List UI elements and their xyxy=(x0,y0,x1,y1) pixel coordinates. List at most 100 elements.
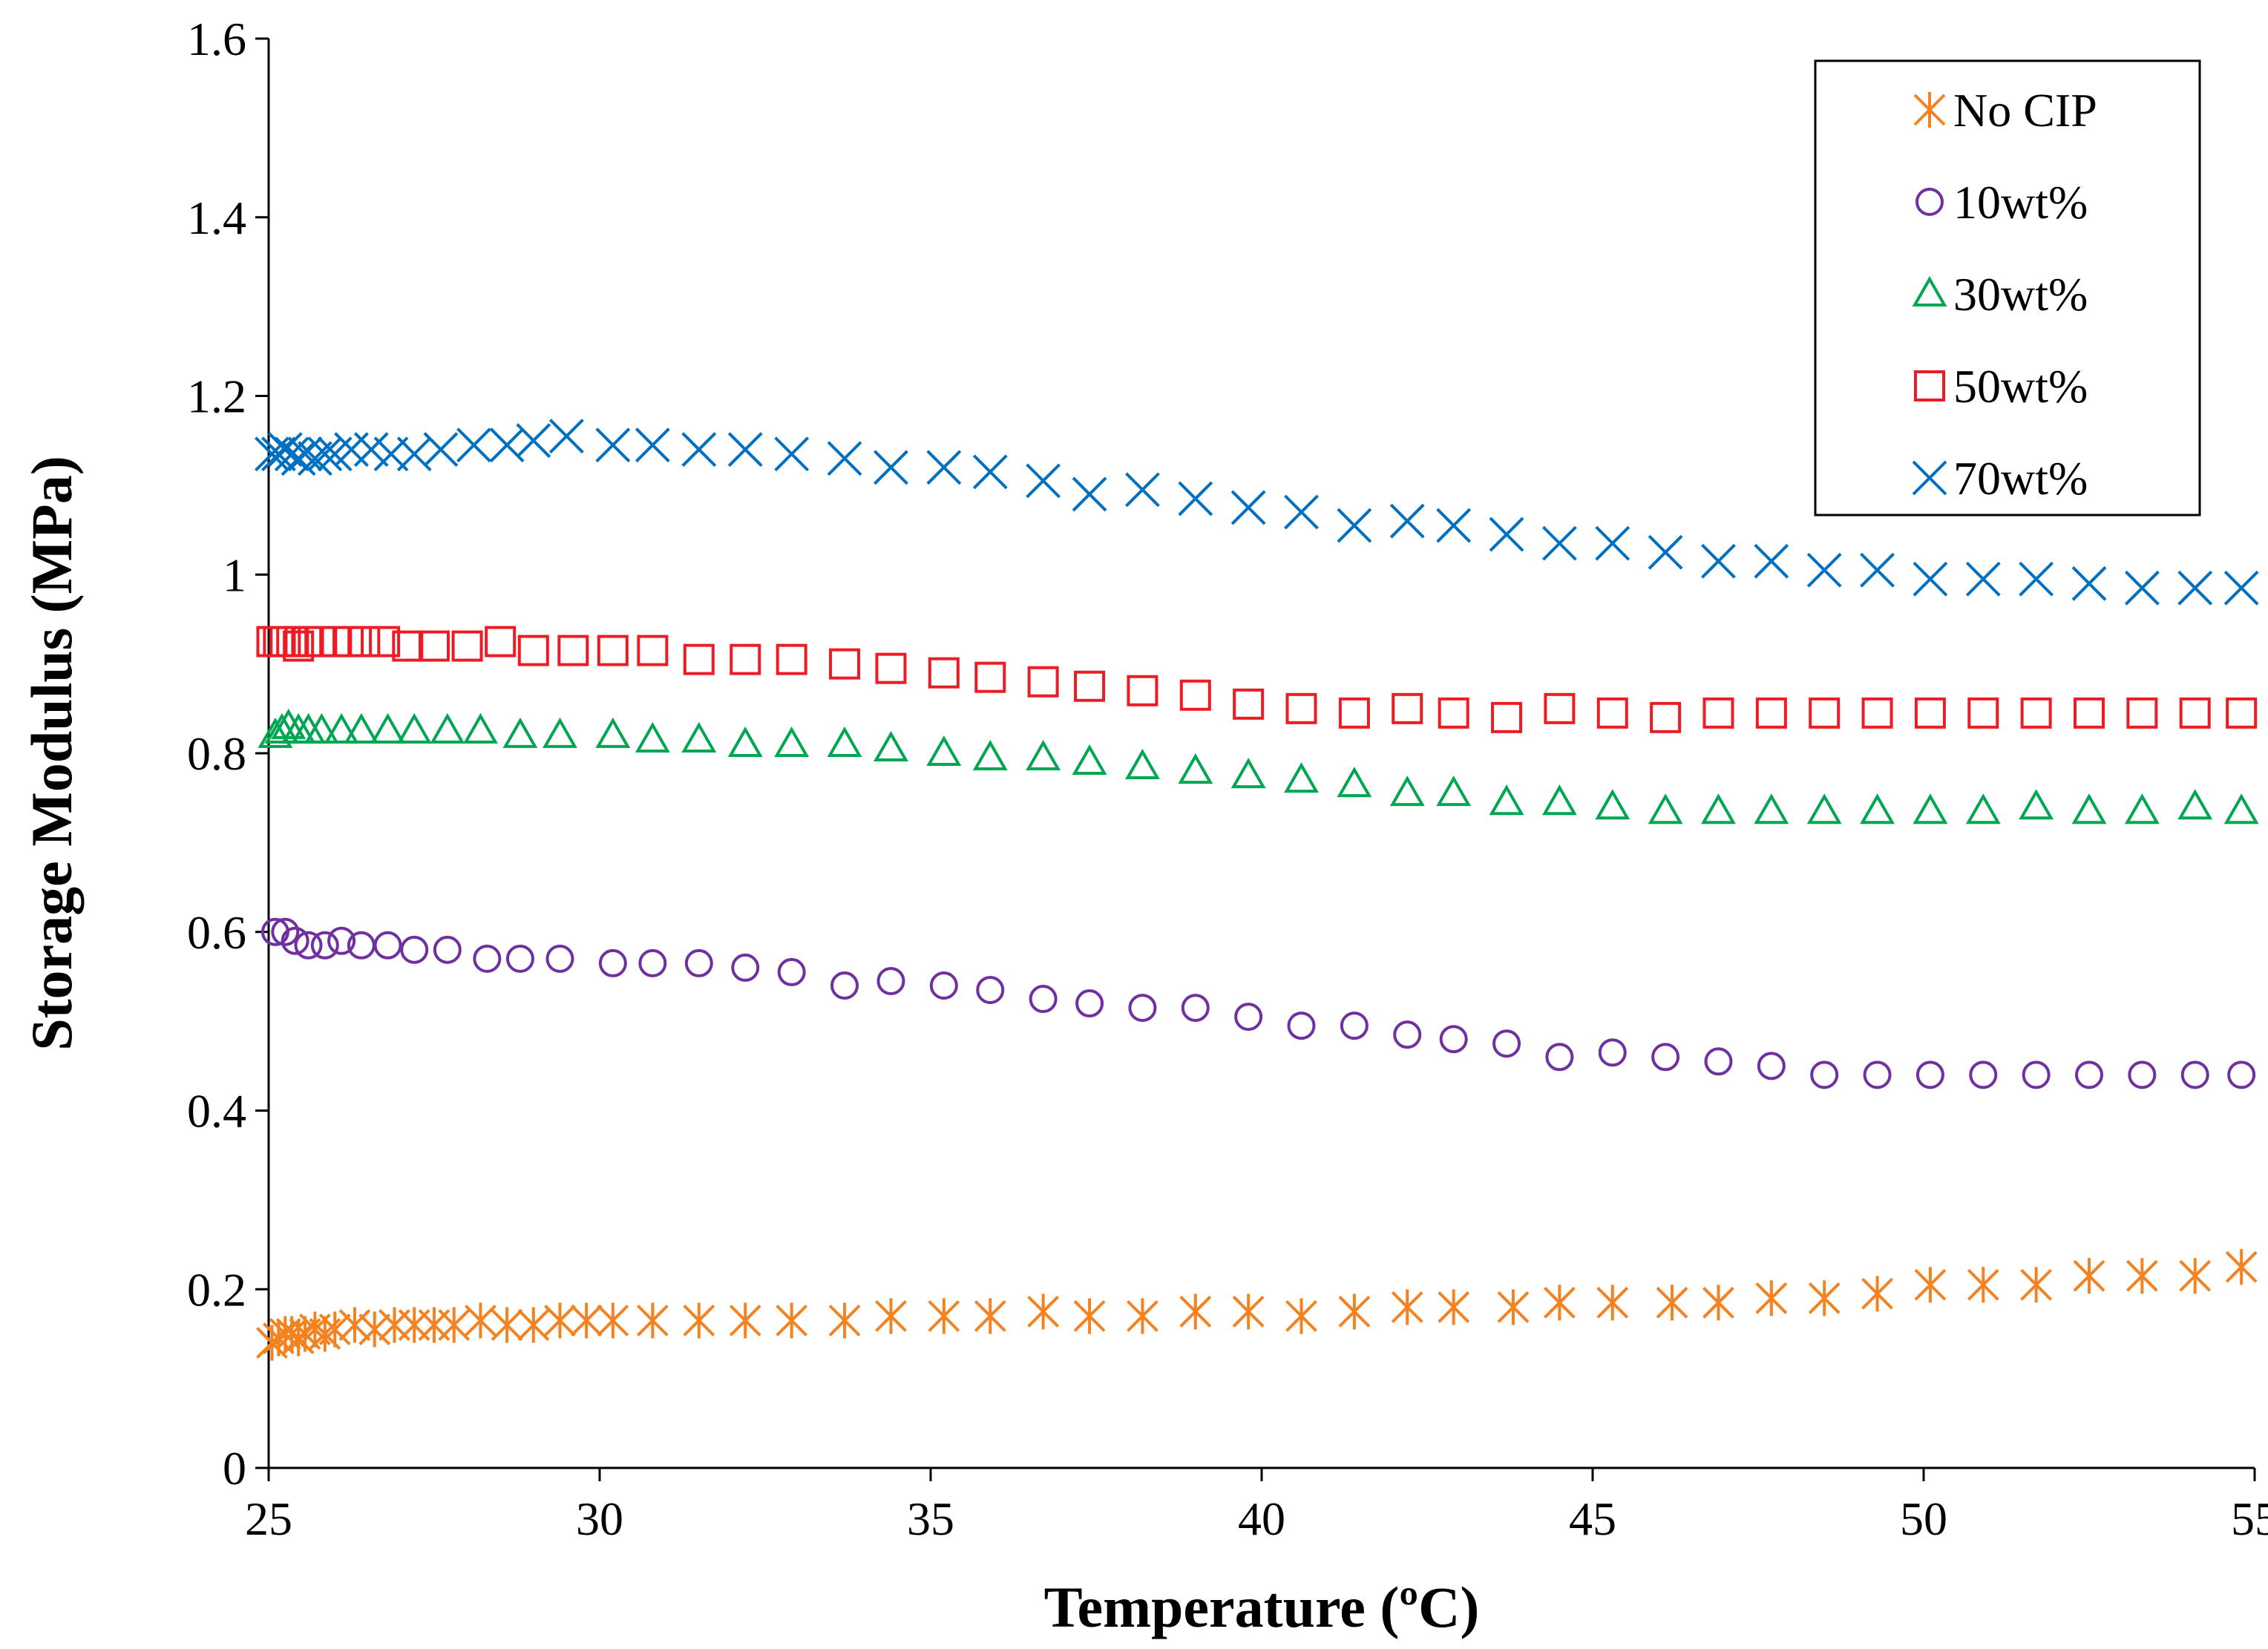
data-point xyxy=(635,427,670,463)
series-10wt xyxy=(260,917,2256,1089)
data-point xyxy=(2226,697,2258,729)
data-point xyxy=(2019,789,2054,820)
data-point xyxy=(344,712,379,744)
data-point xyxy=(2124,793,2160,824)
data-point xyxy=(353,432,389,468)
data-point xyxy=(433,935,462,964)
data-point xyxy=(774,436,810,472)
data-point xyxy=(544,1302,576,1339)
data-point xyxy=(274,436,309,472)
data-point xyxy=(595,427,631,463)
data-point xyxy=(2177,789,2213,820)
data-point xyxy=(1389,503,1425,539)
legend-label: 10wt% xyxy=(1953,176,2088,229)
data-point xyxy=(828,1302,861,1339)
data-point xyxy=(1026,463,1061,499)
y-tick-label: 1 xyxy=(223,548,246,601)
data-point xyxy=(260,436,296,472)
data-point xyxy=(1596,1285,1629,1321)
data-point xyxy=(473,944,502,973)
data-point xyxy=(875,652,907,684)
data-point xyxy=(1541,525,1577,561)
data-point xyxy=(875,1298,907,1334)
data-point xyxy=(1230,758,1266,789)
legend-label: 70wt% xyxy=(1953,452,2088,505)
data-point xyxy=(327,926,356,955)
data-point xyxy=(298,441,332,476)
data-point xyxy=(1438,697,1469,729)
data-point xyxy=(1178,481,1213,517)
data-point xyxy=(1704,1047,1733,1076)
data-point xyxy=(1965,561,2001,597)
data-point xyxy=(2019,561,2054,597)
data-point xyxy=(1392,692,1423,724)
legend-item-no-cip: No CIP xyxy=(1913,84,2097,137)
data-point xyxy=(683,1302,715,1339)
data-point xyxy=(430,712,465,744)
data-point xyxy=(874,730,908,761)
y-tick-label: 0.8 xyxy=(187,727,246,780)
data-point xyxy=(1128,994,1157,1023)
data-point xyxy=(370,712,406,744)
data-point xyxy=(570,1302,603,1339)
data-point xyxy=(1232,1294,1265,1330)
data-point xyxy=(683,643,715,675)
data-point xyxy=(1125,472,1160,508)
data-point xyxy=(1127,1298,1158,1334)
data-point xyxy=(1072,744,1107,776)
data-point xyxy=(332,626,364,658)
data-point xyxy=(1701,793,1736,824)
data-point xyxy=(2071,565,2107,601)
data-point xyxy=(1914,697,1946,729)
data-point xyxy=(258,717,293,748)
data-point xyxy=(2020,697,2052,729)
data-point xyxy=(827,441,862,476)
data-point xyxy=(396,712,432,744)
data-point xyxy=(2022,1060,2051,1089)
data-point xyxy=(1863,1060,1892,1089)
legend: No CIP 10wt% 30wt% 50wt% 70wt% xyxy=(1814,59,2201,517)
data-point xyxy=(1391,1289,1423,1325)
y-tick-label: 1.6 xyxy=(187,13,246,65)
data-point xyxy=(418,1307,450,1343)
data-point xyxy=(829,648,861,680)
data-point xyxy=(545,944,574,973)
data-point xyxy=(774,726,810,757)
legend-marker xyxy=(1915,188,1944,216)
series-no-cip xyxy=(256,1249,2258,1361)
data-point xyxy=(972,454,1008,490)
data-point xyxy=(1285,692,1317,724)
series-50wt xyxy=(256,626,2258,733)
data-point xyxy=(1914,1267,1947,1303)
data-point xyxy=(1073,1298,1106,1334)
data-point xyxy=(373,931,402,960)
data-point xyxy=(727,726,763,757)
x-tick-label: 35 xyxy=(907,1492,954,1545)
data-point xyxy=(1234,1003,1263,1032)
data-point xyxy=(369,626,401,658)
data-point xyxy=(1650,701,1682,733)
data-point xyxy=(974,1298,1006,1334)
data-point xyxy=(1284,762,1319,793)
data-point xyxy=(1026,739,1061,771)
data-point xyxy=(1651,1043,1680,1072)
data-point xyxy=(1701,543,1736,579)
data-point xyxy=(1072,476,1107,512)
data-point xyxy=(1809,697,1841,729)
data-point xyxy=(974,661,1006,693)
y-tick-label: 1.2 xyxy=(187,370,246,423)
legend-label: No CIP xyxy=(1953,84,2097,137)
data-point xyxy=(2179,697,2211,729)
data-point xyxy=(1489,784,1524,816)
data-point xyxy=(1497,1289,1530,1325)
data-point xyxy=(2020,1267,2053,1303)
y-ticks: 0 0.2 0.4 0.6 0.8 1 1.2 1.4 1.6 xyxy=(187,13,269,1495)
legend-label: 50wt% xyxy=(1953,360,2088,413)
data-point xyxy=(419,630,450,662)
data-point xyxy=(928,1298,960,1334)
data-point xyxy=(1969,1060,1998,1089)
data-point xyxy=(1596,697,1628,729)
data-point xyxy=(2126,697,2158,729)
data-point xyxy=(1860,552,1895,588)
legend-items: No CIP 10wt% 30wt% 50wt% 70wt% xyxy=(1912,84,2097,505)
